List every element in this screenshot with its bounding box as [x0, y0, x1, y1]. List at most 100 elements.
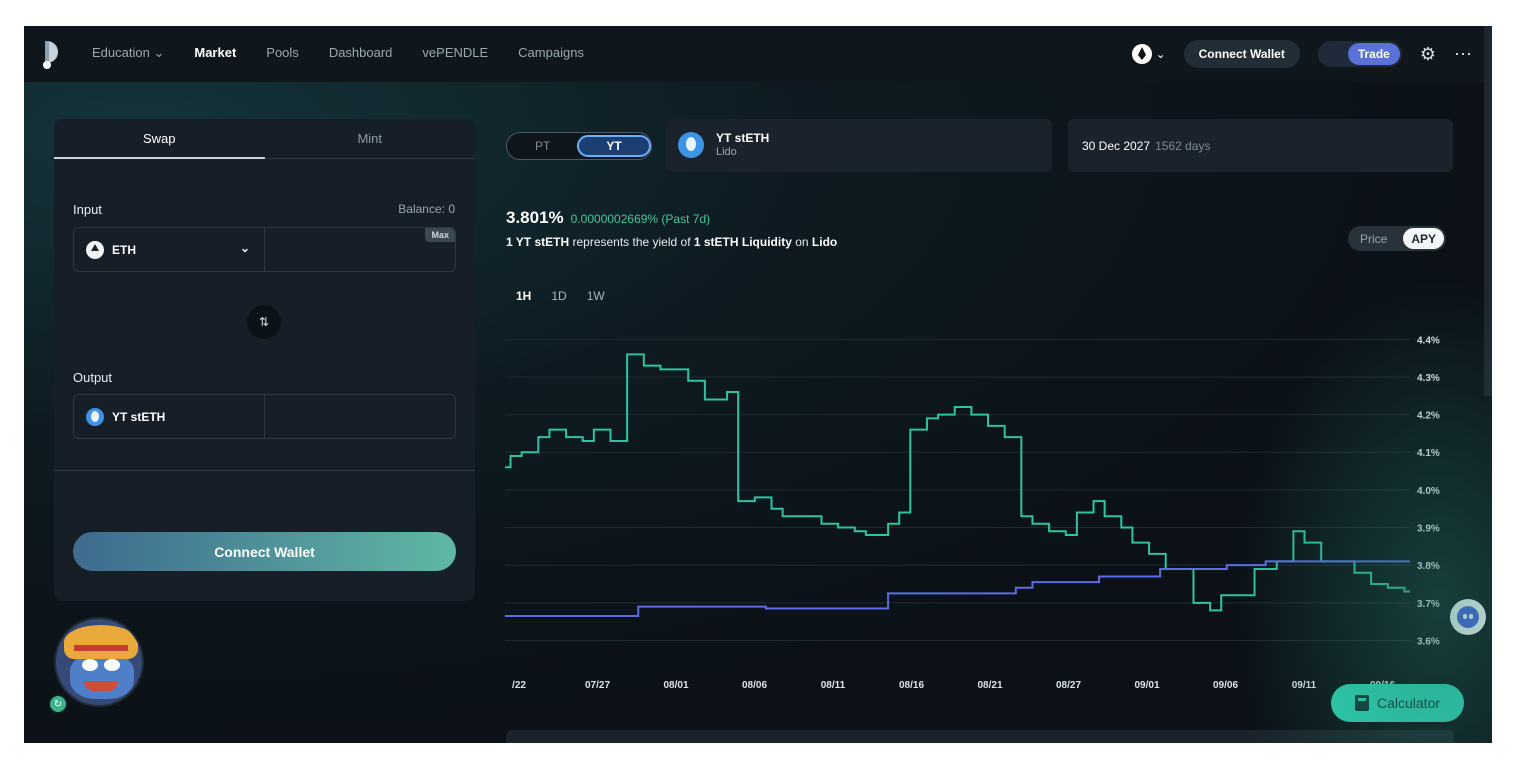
avatar-eye [104, 659, 120, 671]
price-apy-toggle[interactable]: Price APY [1348, 226, 1446, 251]
steth-icon [678, 132, 704, 158]
yt-option[interactable]: YT [577, 135, 651, 157]
more-icon[interactable]: ⋯ [1454, 43, 1472, 64]
y-tick-label: 4.0% [1417, 486, 1440, 497]
nav-right: ⌄ Connect Wallet Trade ⚙ ⋯ [1131, 40, 1472, 68]
chevron-down-icon: ⌄ [153, 45, 165, 60]
scrollbar[interactable] [1484, 26, 1492, 396]
x-tick-label: 08/11 [821, 680, 846, 691]
chat-button[interactable] [1450, 599, 1486, 635]
avatar[interactable] [54, 617, 144, 707]
pt-option[interactable]: PT [535, 139, 551, 153]
x-tick-label: 08/27 [1056, 680, 1081, 691]
nav-market[interactable]: Market [194, 45, 237, 60]
implied-apy-series-line [505, 353, 1410, 612]
tab-swap[interactable]: Swap [54, 119, 265, 159]
apy-option[interactable]: APY [1403, 228, 1444, 249]
tab-mint[interactable]: Mint [357, 131, 383, 146]
gear-icon[interactable]: ⚙ [1419, 43, 1436, 64]
nav-education-label: Education [92, 45, 150, 60]
nav-vependle[interactable]: vePENDLE [422, 45, 489, 60]
desc-protocol: Lido [811, 235, 838, 249]
input-token-label: ETH [112, 242, 136, 257]
underlying-apy-series-line [505, 560, 1410, 617]
market-name: YT stETH [716, 131, 770, 145]
refresh-icon[interactable]: ↻ [48, 694, 68, 714]
avatar-hat [64, 625, 138, 659]
switch-direction-icon[interactable]: ⇅ [247, 305, 281, 339]
ethereum-icon [86, 240, 104, 259]
input-token-selector[interactable]: ETH ⌄ [74, 228, 265, 271]
market-selector[interactable]: YT stETH Lido [666, 119, 1052, 172]
y-tick-label: 3.6% [1417, 636, 1440, 647]
y-tick-label: 3.8% [1417, 561, 1440, 572]
pendle-logo[interactable] [42, 38, 68, 70]
top-nav: Education ⌄ Market Pools Dashboard vePEN… [24, 26, 1492, 82]
avatar-hatband [74, 645, 128, 651]
maturity-selector[interactable]: 30 Dec 2027 1562 days [1068, 119, 1453, 172]
apy-chart[interactable]: 4.4% 4.3% 4.2% 4.1% 4.0% 3.9% 3.8% 3.7% 3.6% /22 0… [505, 318, 1465, 698]
nav-pools[interactable]: Pools [266, 45, 299, 60]
x-tick-label: 07/27 [585, 680, 610, 691]
connect-wallet-button[interactable]: Connect Wallet [1183, 40, 1300, 68]
period-1h[interactable]: 1H [516, 289, 532, 303]
pt-yt-toggle[interactable]: PT YT [506, 132, 652, 160]
input-label: Input [73, 202, 102, 217]
network-selector[interactable]: ⌄ [1131, 44, 1166, 64]
chat-icon [1457, 606, 1479, 628]
max-button[interactable]: Max [425, 228, 455, 242]
trade-toggle[interactable]: Trade [1317, 41, 1402, 67]
output-token: YT stETH [74, 395, 265, 438]
output-field: YT stETH [73, 394, 456, 439]
desc-on: on [791, 235, 812, 249]
output-label: Output [73, 370, 113, 385]
maturity-date: 30 Dec 2027 [1082, 138, 1151, 153]
y-tick-label: 4.1% [1417, 448, 1440, 459]
market-description: 1 YT stETH represents the yield of 1 stE… [506, 235, 837, 249]
y-tick-label: 4.3% [1417, 373, 1440, 384]
card-divider [54, 470, 475, 471]
ethereum-icon [1131, 44, 1152, 64]
apy-value: 3.801% [506, 208, 564, 227]
y-tick-label: 4.4% [1417, 335, 1440, 346]
bottom-panel [506, 730, 1454, 743]
period-1d[interactable]: 1D [551, 289, 567, 303]
y-tick-label: 3.9% [1417, 524, 1440, 535]
period-selector: 1H 1D 1W [516, 289, 605, 303]
app-frame: Education ⌄ Market Pools Dashboard vePEN… [24, 26, 1492, 743]
nav-campaigns[interactable]: Campaigns [518, 45, 584, 60]
y-tick-label: 3.7% [1417, 599, 1440, 610]
nav-dashboard[interactable]: Dashboard [328, 45, 393, 60]
x-tick-label: 08/21 [977, 680, 1002, 691]
x-tick-label: 09/06 [1213, 680, 1238, 691]
connect-wallet-main-button[interactable]: Connect Wallet [73, 532, 456, 571]
x-tick-label: /22 [512, 680, 526, 691]
chevron-down-icon: ⌄ [239, 241, 250, 255]
maturity-days: 1562 days [1155, 138, 1211, 153]
x-tick-label: 09/01 [1134, 680, 1159, 691]
desc-middle: represents the yield of [569, 235, 694, 249]
desc-token: 1 YT stETH [506, 235, 570, 249]
balance-text: Balance: 0 [398, 202, 455, 216]
x-tick-label: 08/16 [899, 680, 924, 691]
output-token-label: YT stETH [112, 409, 166, 424]
avatar-face [70, 653, 134, 699]
avatar-mouth [84, 681, 118, 691]
period-1w[interactable]: 1W [586, 289, 605, 303]
apy-summary: 3.801% 0.0000002669% (Past 7d) [506, 208, 710, 228]
calculator-label: Calculator [1376, 695, 1441, 711]
desc-asset: 1 stETH Liquidity [693, 235, 792, 249]
avatar-eye [82, 659, 98, 671]
swap-tabs: Swap Mint [54, 119, 475, 159]
apy-change: 0.0000002669% (Past 7d) [570, 212, 711, 226]
x-tick-label: 08/01 [663, 680, 688, 691]
output-amount [265, 395, 455, 438]
steth-icon [86, 407, 104, 426]
y-tick-label: 4.2% [1417, 411, 1440, 422]
calculator-button[interactable]: Calculator [1331, 684, 1464, 722]
nav-education[interactable]: Education ⌄ [92, 45, 164, 61]
market-protocol: Lido [716, 146, 737, 158]
trade-button[interactable]: Trade [1347, 43, 1400, 65]
price-option[interactable]: Price [1360, 232, 1388, 246]
input-amount[interactable]: Max [265, 228, 455, 271]
